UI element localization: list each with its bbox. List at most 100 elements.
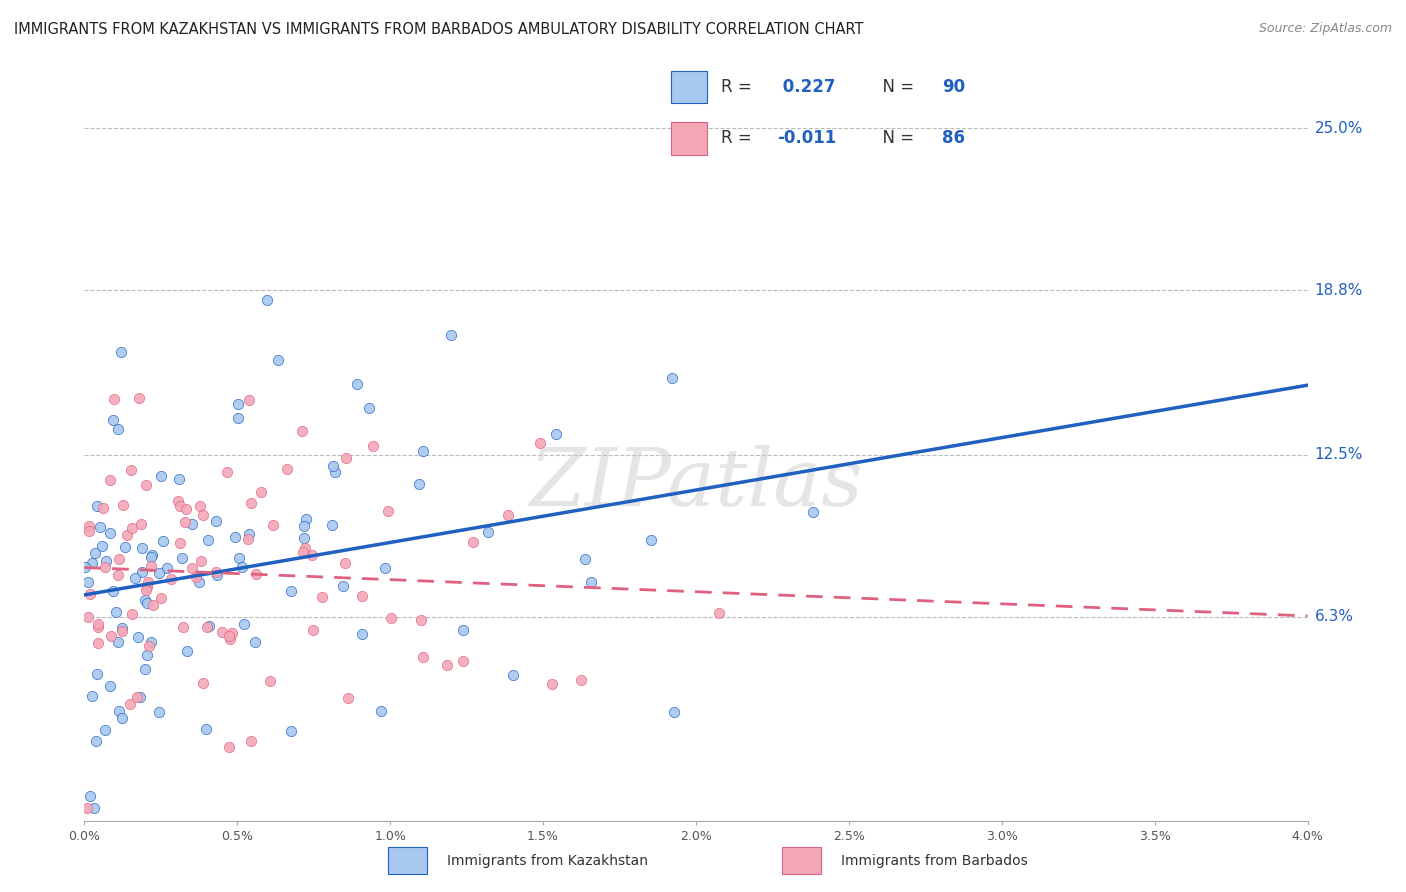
Point: [662, 705, 685, 719]
Point: [325, 465, 347, 479]
Point: [90, 539, 112, 553]
Text: IMMIGRANTS FROM KAZAKHSTAN VS IMMIGRANTS FROM BARBADOS AMBULATORY DISABILITY COR: IMMIGRANTS FROM KAZAKHSTAN VS IMMIGRANTS…: [14, 22, 863, 37]
Point: [311, 590, 333, 604]
Point: [128, 391, 150, 405]
Point: [111, 621, 134, 635]
Point: [801, 505, 824, 519]
Point: [87, 636, 110, 650]
Point: [579, 574, 602, 589]
Point: [190, 554, 212, 568]
Point: [335, 450, 357, 465]
Text: Immigrants from Kazakhstan: Immigrants from Kazakhstan: [447, 854, 648, 868]
Point: [75, 560, 97, 574]
Point: [374, 561, 396, 575]
Point: [96, 554, 118, 568]
Text: Source: ZipAtlas.com: Source: ZipAtlas.com: [1258, 22, 1392, 36]
Text: N =: N =: [872, 78, 920, 96]
Point: [640, 533, 662, 547]
Point: [197, 533, 219, 548]
Point: [148, 566, 170, 580]
Point: [166, 493, 188, 508]
Point: [111, 710, 134, 724]
Point: [124, 570, 146, 584]
Point: [131, 566, 153, 580]
Text: R =: R =: [720, 78, 756, 96]
Point: [221, 626, 243, 640]
Point: [100, 629, 122, 643]
Point: [215, 465, 238, 479]
Point: [346, 376, 368, 391]
Point: [107, 704, 129, 718]
Point: [546, 426, 568, 441]
Point: [87, 616, 110, 631]
Point: [86, 666, 108, 681]
Point: [231, 559, 253, 574]
Point: [135, 478, 157, 492]
Text: -0.011: -0.011: [776, 129, 837, 147]
Point: [103, 392, 125, 407]
Point: [409, 613, 432, 627]
Point: [228, 551, 250, 566]
Point: [408, 476, 430, 491]
Point: [98, 679, 121, 693]
Point: [218, 632, 240, 646]
Point: [295, 511, 318, 525]
Point: [79, 518, 101, 533]
Point: [136, 596, 159, 610]
Point: [86, 500, 108, 514]
Text: N =: N =: [872, 129, 920, 147]
Point: [412, 444, 434, 458]
Text: 0.227: 0.227: [776, 78, 835, 96]
Point: [139, 549, 162, 564]
Point: [108, 551, 131, 566]
Point: [118, 697, 141, 711]
Point: [76, 610, 98, 624]
Point: [238, 532, 260, 546]
Point: [180, 517, 202, 532]
Point: [134, 662, 156, 676]
Point: [101, 413, 124, 427]
Point: [239, 495, 262, 509]
Text: Immigrants from Barbados: Immigrants from Barbados: [841, 854, 1028, 868]
Point: [207, 567, 229, 582]
Point: [188, 499, 211, 513]
Point: [292, 531, 315, 545]
Point: [292, 519, 315, 533]
Point: [77, 524, 100, 538]
Point: [82, 690, 104, 704]
Point: [352, 589, 374, 603]
Point: [135, 582, 157, 597]
Point: [461, 535, 484, 549]
Point: [218, 739, 240, 754]
Text: 86: 86: [942, 129, 965, 147]
Point: [110, 345, 132, 359]
Point: [337, 691, 360, 706]
Point: [76, 800, 98, 814]
Point: [94, 723, 117, 737]
Point: [169, 500, 191, 514]
Point: [83, 800, 105, 814]
Point: [357, 401, 380, 415]
Point: [502, 667, 524, 681]
Point: [101, 584, 124, 599]
Point: [529, 436, 551, 450]
Point: [125, 690, 148, 704]
Point: [204, 565, 226, 579]
Point: [301, 548, 323, 562]
Point: [240, 734, 263, 748]
Point: [76, 574, 98, 589]
Point: [238, 392, 260, 407]
Point: [173, 515, 195, 529]
Point: [361, 439, 384, 453]
Point: [134, 592, 156, 607]
Point: [170, 551, 193, 566]
Point: [87, 620, 110, 634]
Point: [181, 560, 204, 574]
Point: [276, 462, 298, 476]
Point: [174, 502, 197, 516]
Point: [142, 598, 165, 612]
Text: ZIPatlas: ZIPatlas: [529, 445, 863, 523]
Bar: [671, 70, 706, 103]
Point: [98, 473, 121, 487]
Point: [188, 574, 211, 589]
